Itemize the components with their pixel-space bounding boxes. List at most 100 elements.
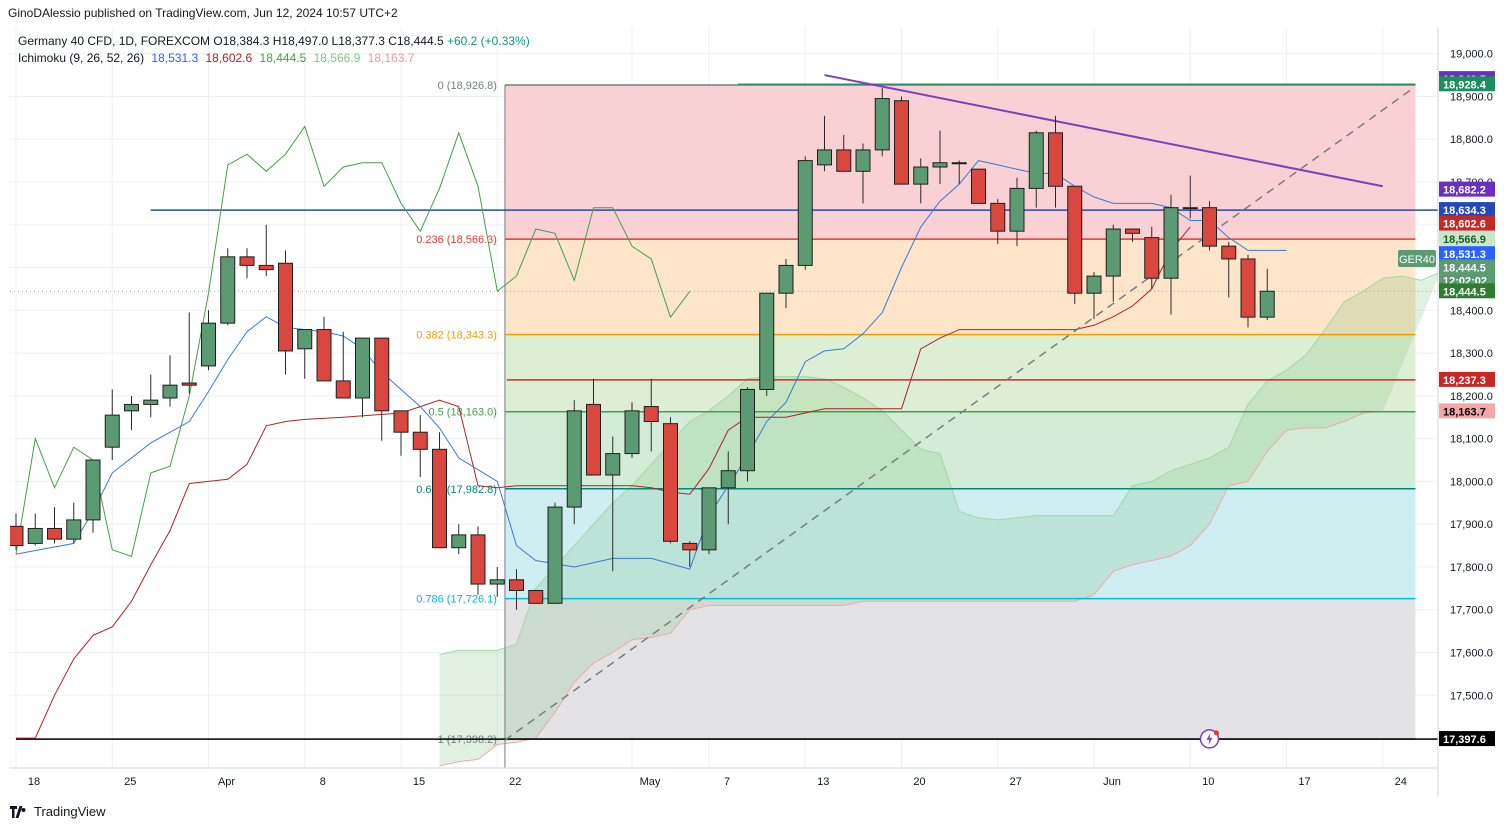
candle-body — [181, 382, 197, 386]
candle-body — [605, 453, 621, 476]
candle — [1086, 271, 1102, 319]
candle-body — [27, 527, 43, 544]
candle-body — [47, 527, 62, 540]
footer-brand[interactable]: TradingView — [10, 804, 106, 819]
candle — [720, 451, 736, 525]
candle-body — [740, 388, 755, 472]
candle — [951, 160, 967, 185]
candle-body — [932, 162, 948, 168]
candle — [104, 389, 120, 461]
fib-level-label: 0 (18,926.8) — [438, 80, 497, 92]
ichimoku-name[interactable]: Ichimoku (9, 26, 52, 26) — [18, 51, 145, 65]
price-tag-label: 18,163.7 — [1443, 406, 1486, 418]
candle — [797, 156, 813, 270]
candle-body — [201, 322, 216, 367]
price-tag-label: 18,237.3 — [1443, 375, 1486, 387]
ichimoku-base-line — [16, 226, 1191, 739]
flash-glyph — [1206, 732, 1213, 745]
candle-body — [258, 264, 274, 271]
price-tag-label: 17,397.6 — [1443, 734, 1486, 746]
candle-body — [913, 166, 929, 185]
resistance-trend-line — [824, 74, 1383, 188]
time-tick-label: 7 — [724, 776, 730, 788]
candle — [162, 355, 178, 407]
candle — [759, 292, 775, 396]
time-tick-label: 25 — [124, 776, 136, 788]
candle — [316, 316, 332, 382]
candle-body — [836, 149, 852, 172]
candle — [663, 417, 678, 544]
candle — [913, 158, 929, 204]
symbol-name[interactable]: Germany 40 CFD, 1D, FOREXCOM — [18, 34, 211, 48]
ichimoku-conversion-line — [15, 160, 1287, 570]
price-tag — [1439, 246, 1495, 262]
price-tick-label: 17,500.0 — [1450, 690, 1493, 702]
candle — [470, 526, 486, 595]
ichimoku-lagging: 18,444.5 — [259, 51, 307, 65]
time-tick-label: May — [640, 776, 661, 788]
candle — [701, 487, 717, 555]
candle — [740, 387, 755, 482]
time-tick-label: Apr — [218, 776, 235, 788]
candle — [1259, 268, 1275, 321]
candle-body — [393, 410, 409, 433]
flash-dot — [1214, 730, 1219, 736]
candle-body — [1067, 185, 1083, 294]
symbol-info: Germany 40 CFD, 1D, FOREXCOM O18,384.3 H… — [18, 34, 530, 48]
plot-area: 0 (18,926.8) 0.236 (18,566.3) 0.382 (18,34… — [10, 28, 1438, 768]
ichimoku-lead-a-line — [439, 272, 1438, 656]
candle — [181, 312, 197, 394]
ichimoku-cloud — [439, 272, 1438, 766]
candle-body — [682, 542, 698, 551]
price-tag-label: 18,566.9 — [1443, 234, 1486, 246]
candle-body — [316, 329, 332, 382]
dashed-trend-line — [504, 87, 1414, 741]
fib-level-label: 0.5 (18,163.0) — [428, 407, 497, 419]
candle — [374, 337, 390, 441]
price-tag-label: 18,682.2 — [1443, 185, 1486, 197]
price-tick-label: 18,300.0 — [1450, 348, 1493, 360]
candle — [855, 143, 871, 204]
candle — [451, 524, 467, 555]
price-tick-label: 18,900.0 — [1450, 91, 1493, 103]
candle-body — [1048, 132, 1063, 187]
candle-body — [855, 149, 871, 172]
candle-body — [374, 337, 390, 412]
candle-body — [1105, 228, 1121, 277]
candle — [932, 130, 948, 185]
candle — [278, 250, 293, 375]
price-tick-label: 18,000.0 — [1450, 476, 1493, 488]
candle — [124, 395, 139, 431]
candle — [47, 507, 62, 544]
ohlc-low: L18,377.3 — [331, 34, 385, 48]
price-tag-label: 18,928.4 — [1443, 79, 1487, 91]
candle-body — [778, 264, 794, 294]
price-tag — [1439, 230, 1495, 246]
ichimoku-lagging-line — [15, 125, 691, 557]
candle-body — [451, 534, 467, 549]
candle-body — [278, 262, 293, 352]
candle-body — [1144, 237, 1160, 279]
symbol-badge — [1398, 249, 1436, 267]
price-tick-label: 18,400.0 — [1450, 305, 1493, 317]
candle-body — [1009, 187, 1025, 232]
candle — [10, 513, 24, 550]
price-tick-label: 18,200.0 — [1450, 391, 1493, 403]
candle-body — [355, 337, 370, 399]
candle-body — [10, 525, 24, 547]
candle-body — [432, 448, 447, 549]
candle — [1221, 241, 1237, 298]
ichimoku-legend: Ichimoku (9, 26, 52, 26) 18,531.3 18,602… — [18, 51, 418, 65]
candle — [643, 378, 659, 452]
price-tag-label: 18,602.6 — [1443, 219, 1486, 231]
candle-body — [66, 519, 82, 540]
price-tick-label: 17,900.0 — [1450, 519, 1493, 531]
candle — [297, 329, 313, 379]
candle-body — [104, 414, 120, 448]
footer-brand-label: TradingView — [34, 804, 106, 819]
candle-body — [643, 406, 659, 423]
symbol-badge-text: GER40 — [1399, 254, 1435, 266]
price-tick-label: 17,800.0 — [1450, 562, 1493, 574]
candle — [393, 410, 409, 456]
